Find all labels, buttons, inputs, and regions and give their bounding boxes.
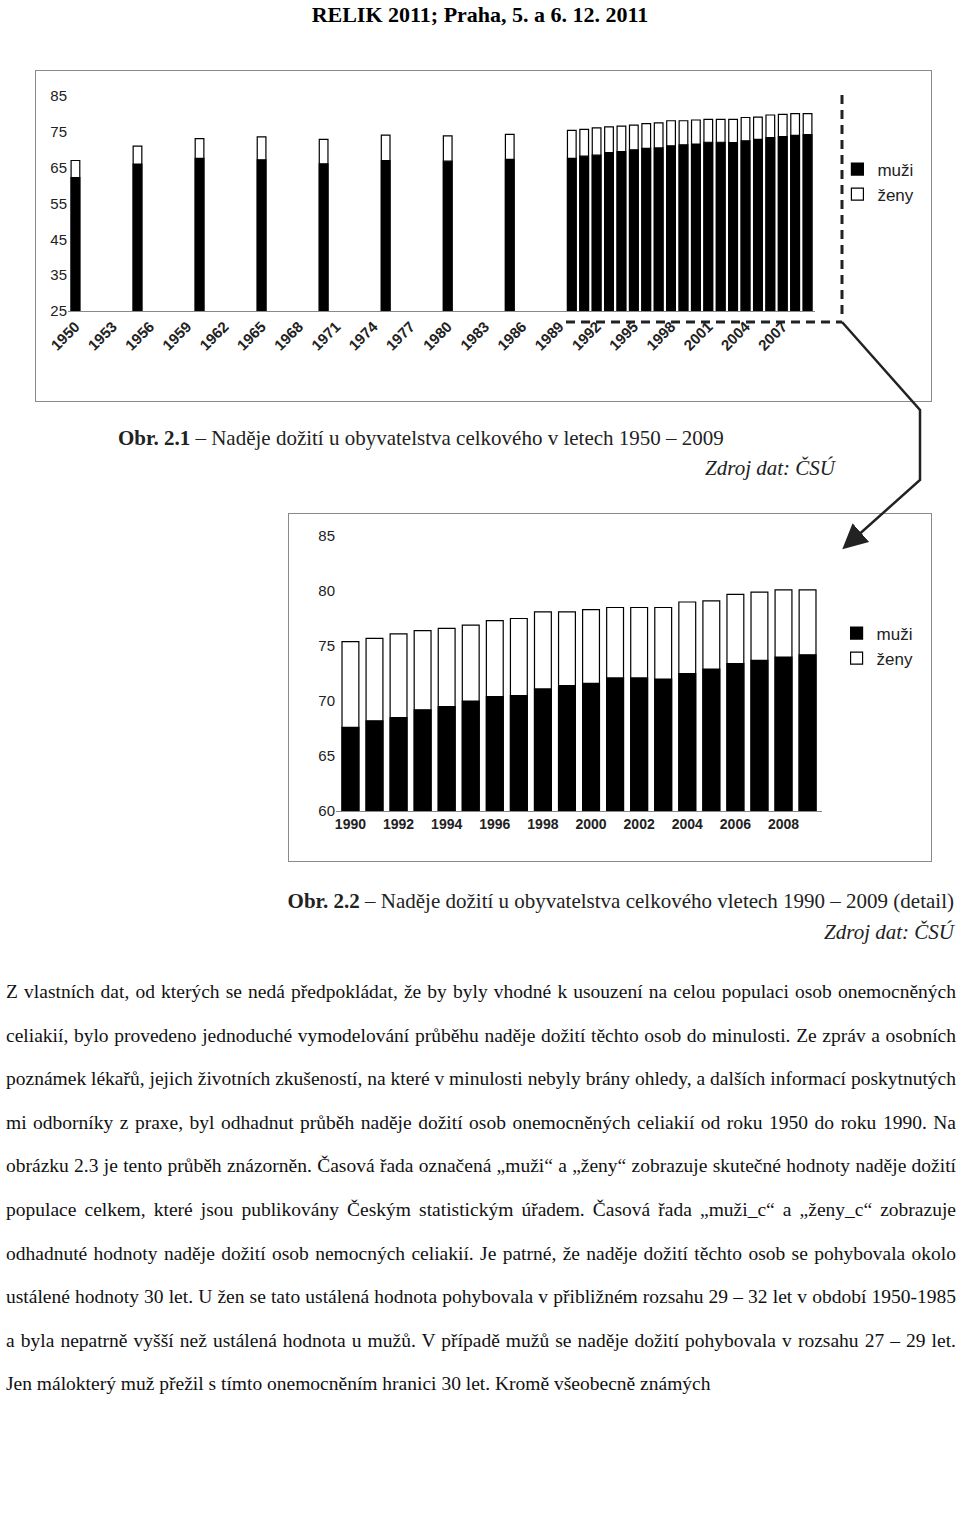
svg-text:80: 80 xyxy=(318,582,335,599)
svg-text:2000: 2000 xyxy=(575,816,606,832)
svg-text:1956: 1956 xyxy=(122,318,158,354)
svg-text:1980: 1980 xyxy=(420,318,456,354)
svg-text:ženy: ženy xyxy=(877,186,913,205)
svg-text:1998: 1998 xyxy=(527,816,558,832)
svg-text:1992: 1992 xyxy=(383,816,414,832)
svg-text:85: 85 xyxy=(318,527,335,544)
svg-text:65: 65 xyxy=(50,159,67,176)
svg-text:muži: muži xyxy=(877,625,913,644)
svg-text:45: 45 xyxy=(50,231,67,248)
svg-text:1983: 1983 xyxy=(457,318,493,354)
svg-text:1962: 1962 xyxy=(196,318,232,354)
svg-text:1986: 1986 xyxy=(494,318,530,354)
svg-text:1990: 1990 xyxy=(335,816,366,832)
svg-text:2004: 2004 xyxy=(672,816,703,832)
svg-text:2008: 2008 xyxy=(768,816,799,832)
svg-text:1974: 1974 xyxy=(345,317,381,353)
svg-text:25: 25 xyxy=(50,302,67,319)
svg-text:1953: 1953 xyxy=(84,318,120,354)
svg-text:2001: 2001 xyxy=(680,318,716,354)
html-text:Obr. 2.2 – Naděje dožití u oby: Obr. 2.2 – Naděje dožití u obyvatelstva … xyxy=(287,889,954,913)
svg-text:2007: 2007 xyxy=(755,318,791,354)
html-text:Zdroj dat: ČSÚ: Zdroj dat: ČSÚ xyxy=(705,456,835,480)
html-text:Zdroj dat: ČSÚ: Zdroj dat: ČSÚ xyxy=(824,920,954,944)
svg-text:1977: 1977 xyxy=(382,318,418,354)
svg-text:ženy: ženy xyxy=(877,650,913,669)
svg-text:1950: 1950 xyxy=(47,318,83,354)
svg-text:1996: 1996 xyxy=(479,816,510,832)
svg-text:2004: 2004 xyxy=(717,317,753,353)
svg-text:75: 75 xyxy=(318,637,335,654)
svg-text:1992: 1992 xyxy=(568,318,604,354)
svg-text:60: 60 xyxy=(318,802,335,819)
svg-text:1995: 1995 xyxy=(606,318,642,354)
html-text:Z vlastních dat, od kterých se: Z vlastních dat, od kterých se nedá před… xyxy=(6,981,956,1395)
svg-text:1971: 1971 xyxy=(308,318,344,354)
svg-text:muži: muži xyxy=(877,161,913,180)
svg-text:2006: 2006 xyxy=(720,816,751,832)
svg-text:1965: 1965 xyxy=(233,318,269,354)
svg-text:75: 75 xyxy=(50,123,67,140)
svg-text:85: 85 xyxy=(50,87,67,104)
html-text:Obr. 2.1 – Naděje dožití u oby: Obr. 2.1 – Naděje dožití u obyvatelstva … xyxy=(118,426,724,450)
svg-text:35: 35 xyxy=(50,266,67,283)
svg-text:70: 70 xyxy=(318,692,335,709)
svg-text:1989: 1989 xyxy=(531,318,567,354)
html-text:RELIK 2011; Praha, 5. a 6. 12.: RELIK 2011; Praha, 5. a 6. 12. 2011 xyxy=(311,2,649,27)
svg-text:1998: 1998 xyxy=(643,318,679,354)
svg-text:1994: 1994 xyxy=(431,816,462,832)
svg-text:65: 65 xyxy=(318,747,335,764)
svg-text:1959: 1959 xyxy=(159,318,195,354)
svg-text:55: 55 xyxy=(50,195,67,212)
svg-text:1968: 1968 xyxy=(271,318,307,354)
svg-text:2002: 2002 xyxy=(624,816,655,832)
